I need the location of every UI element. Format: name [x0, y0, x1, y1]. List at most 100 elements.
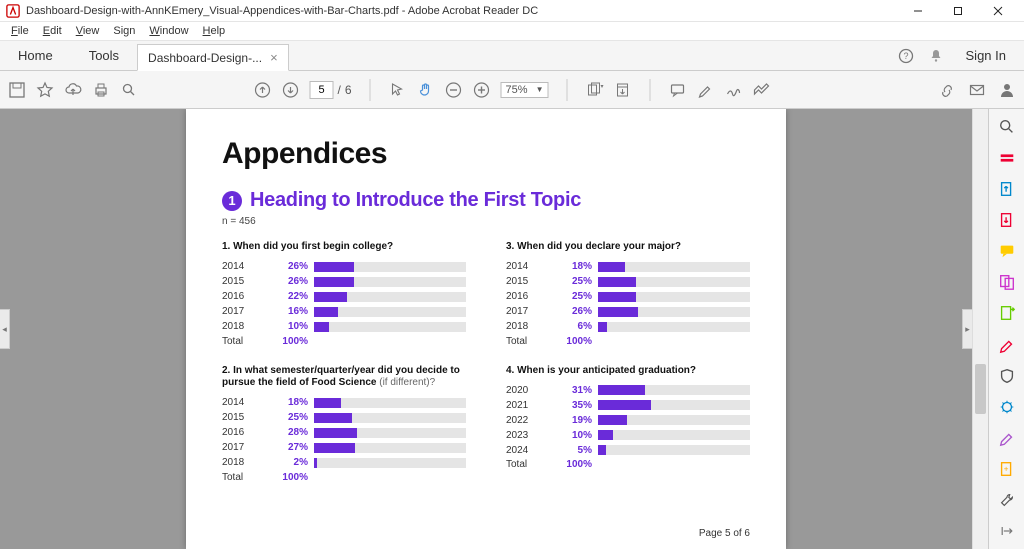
pointer-icon[interactable] — [389, 81, 407, 99]
chart-row: 201525% — [506, 275, 750, 289]
window-titlebar: Dashboard-Design-with-AnnKEmery_Visual-A… — [0, 0, 1024, 22]
mail-icon[interactable] — [968, 81, 986, 99]
row-label: 2022 — [506, 415, 552, 426]
sign-icon[interactable] — [724, 81, 742, 99]
rail-export-icon[interactable] — [997, 148, 1017, 167]
rail-more-icon[interactable]: + — [997, 460, 1017, 479]
chart-total: Total100% — [222, 472, 466, 483]
document-area[interactable]: ◂ ▸ Appendices 1 Heading to Introduce th… — [0, 109, 972, 549]
fit-width-icon[interactable]: ▾ — [585, 81, 603, 99]
row-value: 35% — [552, 400, 598, 411]
zoom-out-icon[interactable] — [445, 81, 463, 99]
bell-icon[interactable] — [928, 48, 944, 64]
left-panel-handle[interactable]: ◂ — [0, 309, 10, 349]
highlight-icon[interactable] — [696, 81, 714, 99]
menu-sign[interactable]: Sign — [106, 25, 142, 37]
comment-icon[interactable] — [668, 81, 686, 99]
row-value: 10% — [268, 321, 314, 332]
row-label: 2014 — [222, 261, 268, 272]
total-value: 100% — [552, 336, 598, 347]
menu-edit[interactable]: Edit — [36, 25, 69, 37]
bar-fill — [314, 307, 338, 317]
vertical-scrollbar[interactable] — [972, 109, 988, 549]
rail-protect-icon[interactable] — [997, 366, 1017, 385]
menu-help[interactable]: Help — [196, 25, 233, 37]
pdf-page: Appendices 1 Heading to Introduce the Fi… — [186, 109, 786, 549]
page-footer: Page 5 of 6 — [699, 528, 750, 539]
row-label: 2018 — [222, 457, 268, 468]
account-icon[interactable] — [998, 81, 1016, 99]
maximize-button[interactable] — [938, 0, 978, 22]
rail-optimize-icon[interactable] — [997, 397, 1017, 416]
row-label: 2014 — [222, 397, 268, 408]
row-label: 2018 — [506, 321, 552, 332]
search-icon[interactable] — [120, 81, 138, 99]
rail-search-icon[interactable] — [997, 117, 1017, 136]
row-value: 10% — [552, 430, 598, 441]
bar-fill — [314, 398, 341, 408]
link-icon[interactable] — [938, 81, 956, 99]
tab-close-icon[interactable]: × — [270, 50, 278, 65]
row-value: 25% — [552, 276, 598, 287]
rail-expand-icon[interactable] — [997, 522, 1017, 541]
minimize-button[interactable] — [898, 0, 938, 22]
page-down-icon[interactable] — [282, 81, 300, 99]
svg-text:?: ? — [903, 51, 908, 61]
tab-document[interactable]: Dashboard-Design-... × — [137, 44, 289, 71]
total-value: 100% — [552, 459, 598, 470]
rail-organize-icon[interactable] — [997, 304, 1017, 323]
tab-home[interactable]: Home — [0, 41, 71, 70]
tab-tools[interactable]: Tools — [71, 41, 137, 70]
chart-row: 20245% — [506, 443, 750, 457]
row-value: 19% — [552, 415, 598, 426]
rail-create-icon[interactable] — [997, 179, 1017, 198]
bar-chart: 4. When is your anticipated graduation?2… — [506, 365, 750, 483]
sign-in-button[interactable]: Sign In — [958, 48, 1014, 63]
page-up-icon[interactable] — [254, 81, 272, 99]
row-label: 2016 — [222, 427, 268, 438]
rail-combine-icon[interactable] — [997, 273, 1017, 292]
tab-bar: Home Tools Dashboard-Design-... × ? Sign… — [0, 41, 1024, 71]
row-label: 2015 — [506, 276, 552, 287]
chart-total: Total100% — [222, 336, 466, 347]
fit-page-icon[interactable] — [613, 81, 631, 99]
save-icon[interactable] — [8, 81, 26, 99]
zoom-in-icon[interactable] — [473, 81, 491, 99]
menu-window[interactable]: Window — [142, 25, 195, 37]
bar-track — [598, 385, 750, 395]
page-total: 6 — [345, 83, 352, 97]
chart-question: 2. In what semester/quarter/year did you… — [222, 365, 466, 390]
row-value: 16% — [268, 306, 314, 317]
rail-comment-icon[interactable] — [997, 242, 1017, 261]
row-value: 25% — [552, 291, 598, 302]
chart-question: 3. When did you declare your major? — [506, 241, 750, 254]
chart-row: 201810% — [222, 320, 466, 334]
bar-track — [314, 292, 466, 302]
page-current-input[interactable] — [310, 81, 334, 99]
rail-edit-icon[interactable] — [997, 210, 1017, 229]
topic-heading: 1 Heading to Introduce the First Topic — [222, 189, 750, 212]
row-value: 26% — [268, 276, 314, 287]
rail-tools-icon[interactable] — [997, 491, 1017, 510]
zoom-dropdown[interactable]: 75%▼ — [501, 82, 549, 98]
cloud-icon[interactable] — [64, 81, 82, 99]
star-icon[interactable] — [36, 81, 54, 99]
chart-row: 201526% — [222, 275, 466, 289]
chart-row: 201628% — [222, 426, 466, 440]
main-toolbar: / 6 75%▼ ▾ — [0, 71, 1024, 109]
chart-total: Total100% — [506, 336, 750, 347]
bar-fill — [314, 443, 355, 453]
menu-view[interactable]: View — [69, 25, 107, 37]
right-panel-handle[interactable]: ▸ — [962, 309, 972, 349]
menu-file[interactable]: File — [4, 25, 36, 37]
print-icon[interactable] — [92, 81, 110, 99]
rail-redact-icon[interactable] — [997, 335, 1017, 354]
bar-track — [314, 322, 466, 332]
stamp-icon[interactable] — [752, 81, 770, 99]
scroll-thumb[interactable] — [975, 364, 986, 414]
close-button[interactable] — [978, 0, 1018, 22]
bar-track — [314, 307, 466, 317]
hand-icon[interactable] — [417, 81, 435, 99]
rail-fill-sign-icon[interactable] — [997, 428, 1017, 447]
help-icon[interactable]: ? — [898, 48, 914, 64]
